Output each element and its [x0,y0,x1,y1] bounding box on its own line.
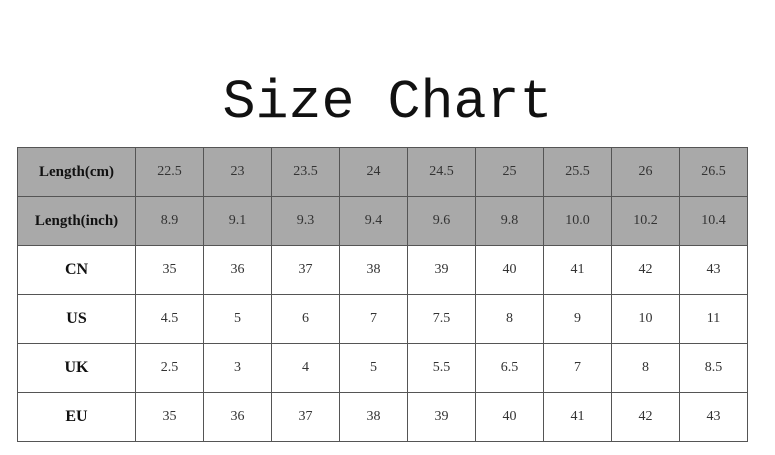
table-row: Length(cm) 22.5 23 23.5 24 24.5 25 25.5 26 26.5 [17,147,748,197]
table-cell: 5 [203,294,272,344]
table-cell: 8 [611,343,680,393]
table-cell: 2.5 [135,343,204,393]
table-cell: 7.5 [407,294,476,344]
table-cell: 42 [611,245,680,295]
table-cell: 43 [679,392,748,442]
table-cell: 37 [271,392,340,442]
table-cell: 26.5 [679,147,748,197]
table-cell: 23 [203,147,272,197]
table-cell: 36 [203,392,272,442]
table-cell: 9 [543,294,612,344]
table-cell: 9.4 [339,196,408,246]
table-cell: 8.9 [135,196,204,246]
table-cell: 39 [407,245,476,295]
table-cell: 25.5 [543,147,612,197]
table-row: UK 2.5 3 4 5 5.5 6.5 7 8 8.5 [17,343,748,393]
table-cell: 42 [611,392,680,442]
table-cell: 9.1 [203,196,272,246]
size-chart-table: Length(cm) 22.5 23 23.5 24 24.5 25 25.5 26 26.5 Le… [17,147,748,442]
table-cell: 7 [339,294,408,344]
table-cell: 5.5 [407,343,476,393]
table-cell: 8 [475,294,544,344]
table-cell: 10.2 [611,196,680,246]
table-cell: 11 [679,294,748,344]
table-cell: 9.8 [475,196,544,246]
table-cell: 26 [611,147,680,197]
table-cell: 7 [543,343,612,393]
table-cell: 9.3 [271,196,340,246]
table-cell: 40 [475,392,544,442]
table-cell: 6 [271,294,340,344]
table-cell: 40 [475,245,544,295]
row-label: UK [17,343,136,393]
table-cell: 4.5 [135,294,204,344]
table-cell: 41 [543,392,612,442]
table-cell: 22.5 [135,147,204,197]
table-cell: 25 [475,147,544,197]
row-label: Length(inch) [17,196,136,246]
table-cell: 10.0 [543,196,612,246]
page-title: Size Chart [222,71,553,134]
row-label: Length(cm) [17,147,136,197]
row-label: CN [17,245,136,295]
table-cell: 35 [135,392,204,442]
row-label: EU [17,392,136,442]
table-cell: 41 [543,245,612,295]
table-cell: 10.4 [679,196,748,246]
table-cell: 38 [339,245,408,295]
table-cell: 23.5 [271,147,340,197]
table-cell: 3 [203,343,272,393]
table-cell: 8.5 [679,343,748,393]
table-cell: 6.5 [475,343,544,393]
table-cell: 9.6 [407,196,476,246]
table-cell: 37 [271,245,340,295]
table-cell: 24 [339,147,408,197]
table-cell: 4 [271,343,340,393]
table-cell: 5 [339,343,408,393]
table-row: US 4.5 5 6 7 7.5 8 9 10 11 [17,294,748,344]
table-row: CN 35 36 37 38 39 40 41 42 43 [17,245,748,295]
table-cell: 10 [611,294,680,344]
table-row: Length(inch) 8.9 9.1 9.3 9.4 9.6 9.8 10.0 10.2 10… [17,196,748,246]
table-cell: 35 [135,245,204,295]
table-cell: 43 [679,245,748,295]
table-cell: 36 [203,245,272,295]
table-cell: 38 [339,392,408,442]
table-cell: 24.5 [407,147,476,197]
table-cell: 39 [407,392,476,442]
table-row: EU 35 36 37 38 39 40 41 42 43 [17,392,748,442]
row-label: US [17,294,136,344]
